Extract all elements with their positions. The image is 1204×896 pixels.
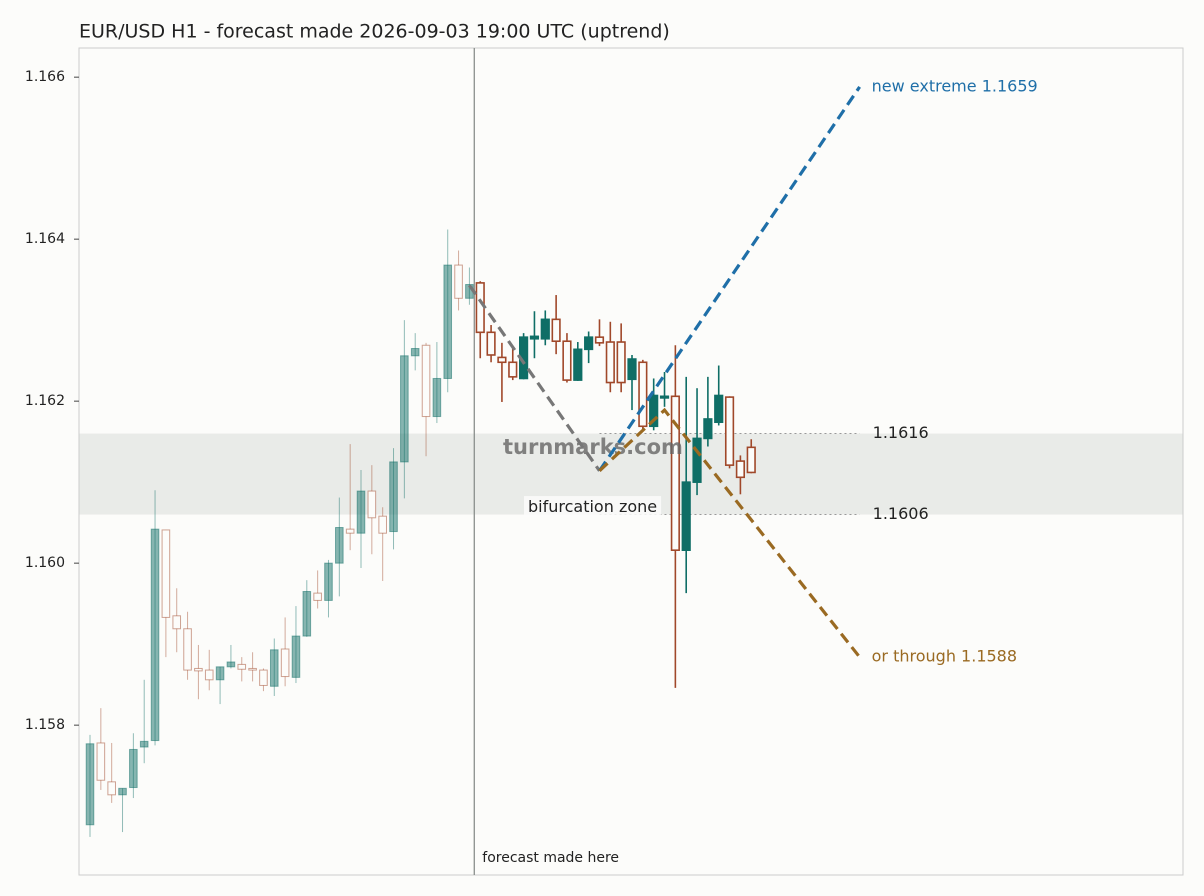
candle-body [345,528,355,534]
candle-body [692,437,702,483]
candle-body [497,356,507,364]
candle-body [421,344,431,418]
candle-body [107,781,116,796]
candle-body [703,418,713,440]
y-tick-label: 1.166 [25,69,65,85]
candle-body [400,355,409,463]
candle-body [410,348,420,357]
forecast-path [598,85,861,472]
y-tick-label: 1.164 [25,231,65,247]
candle-body [649,394,659,428]
candle-body [85,743,95,826]
candle-body [172,615,182,630]
candle-body [259,669,268,686]
candle-body [367,490,377,519]
candle-body [616,341,626,384]
forecast-label: forecast made here [482,850,619,866]
candle-body [324,562,333,601]
zone-label: bifurcation zone [528,497,657,516]
candle-body [627,358,637,381]
candle-body [529,335,540,340]
candle-body [389,461,398,533]
candle-body [118,787,127,796]
candle-body [150,528,160,742]
y-tick-label: 1.160 [25,555,65,571]
candle-body [313,592,322,601]
candle-body [714,394,724,424]
candle-body [594,336,605,344]
candle-body [638,361,648,428]
y-tick-label: 1.158 [25,717,65,733]
watermark: turnmarks.com [503,435,683,459]
candle-body [248,667,257,671]
candle-body [378,515,387,534]
candle-body [746,446,756,474]
forecast-label: new extreme 1.1659 [872,76,1038,95]
zone-label-bg [524,496,662,518]
candle-body [356,490,366,534]
y-tick-label: 1.162 [25,393,65,409]
candle-body [237,663,247,670]
candle-body [215,666,225,681]
candle-body [96,742,106,781]
candle-body [551,318,561,343]
candle-body [670,395,680,551]
candle-body [161,529,171,618]
candle-body [194,667,203,672]
candle-body [432,377,442,418]
forecast-path [468,284,601,472]
candle-body [562,340,572,381]
candle-body [724,396,735,466]
candle-body [735,460,746,479]
candle-body [139,740,149,748]
candle-body [475,282,485,334]
plot-frame [78,47,1184,876]
candle-body [335,527,344,564]
zone-level-label: 1.1616 [873,423,929,442]
candle-body [291,635,301,678]
candle-body [443,264,453,379]
forecast-path [598,407,861,659]
candle-body [269,649,279,687]
candle-body [302,591,312,637]
candle-body [486,331,496,356]
candle-body [454,264,463,299]
candle-body [226,661,236,668]
candle-body [573,348,583,381]
candle-body [204,669,214,681]
chart-title: EUR/USD H1 - forecast made 2026-09-03 19… [79,21,670,43]
candle-body [183,628,192,671]
candle-body [605,341,615,384]
candle-body [584,336,594,351]
candle-body [280,648,290,678]
forecast-label: or through 1.1588 [872,647,1017,666]
candle-body [540,318,550,340]
candle-body [681,481,691,551]
candle-body [129,748,138,789]
zone-level-label: 1.1606 [873,504,929,523]
candle-body [659,395,670,399]
candle-body [508,361,518,378]
